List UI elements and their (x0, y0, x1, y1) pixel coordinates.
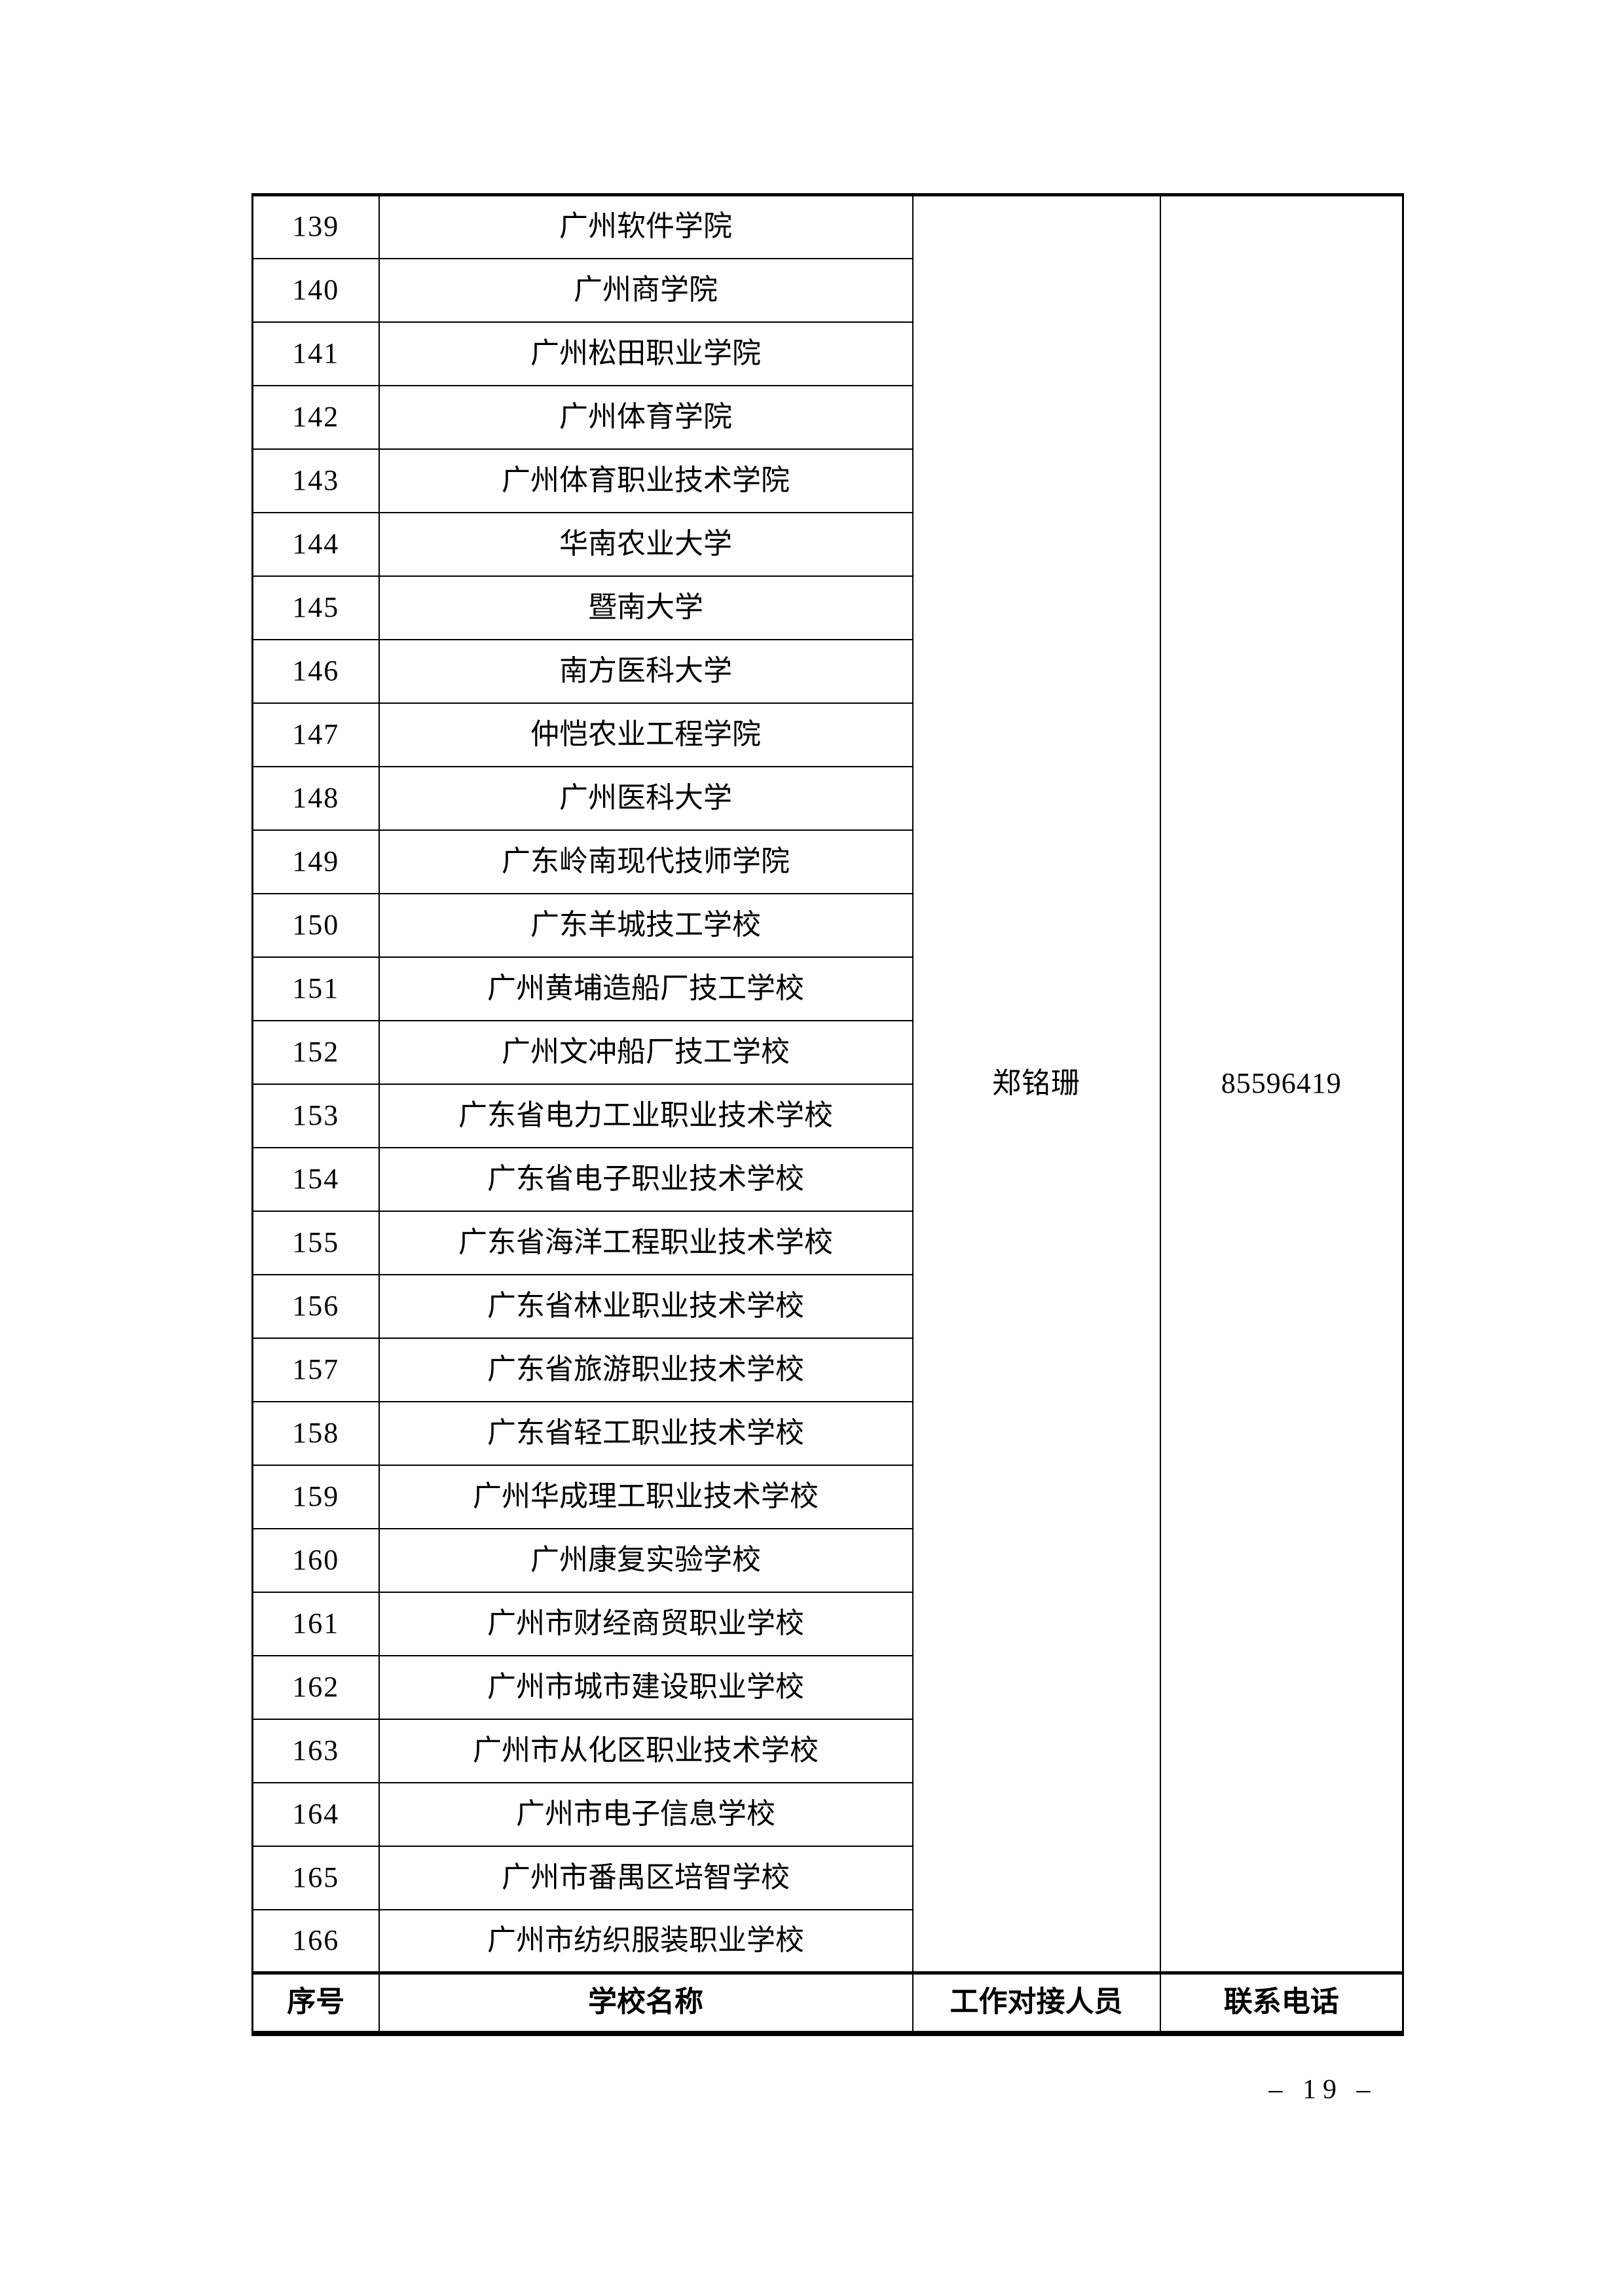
school-name-cell: 广东省电力工业职业技术学校 (378, 1083, 913, 1148)
table-row: 166 广州市纺织服装职业学校 (251, 1908, 1403, 1974)
row-number-cell: 162 (251, 1654, 380, 1720)
contact-person-cell: 郑铭珊 (912, 194, 1161, 1974)
school-name-cell: 南方医科大学 (378, 638, 913, 704)
row-number-cell: 146 (251, 638, 380, 704)
school-name-cell: 广州体育学院 (378, 384, 913, 450)
row-number-cell: 158 (251, 1400, 380, 1466)
school-name-cell: 广东省轻工职业技术学校 (378, 1400, 913, 1466)
row-number-cell: 145 (251, 575, 380, 640)
school-name-cell: 广州市财经商贸职业学校 (378, 1591, 913, 1656)
table-row: 148 广州医科大学 (251, 765, 1403, 831)
school-name-cell: 广州医科大学 (378, 765, 913, 831)
row-number-cell: 159 (251, 1464, 380, 1529)
table-row: 165 广州市番禺区培智学校 (251, 1845, 1403, 1910)
table-row: 160 广州康复实验学校 (251, 1527, 1403, 1593)
school-name-cell: 华南农业大学 (378, 511, 913, 577)
school-name-cell: 广州松田职业学院 (378, 321, 913, 386)
footer-header-no: 序号 (251, 1971, 380, 2034)
school-name-cell: 暨南大学 (378, 575, 913, 640)
school-name-cell: 广东岭南现代技师学院 (378, 829, 913, 894)
school-name-cell: 广州软件学院 (378, 194, 913, 259)
row-number-cell: 153 (251, 1083, 380, 1148)
table-row: 157 广东省旅游职业技术学校 (251, 1337, 1403, 1402)
table-row: 146 南方医科大学 (251, 638, 1403, 704)
row-number-cell: 149 (251, 829, 380, 894)
row-number-cell: 140 (251, 257, 380, 323)
school-name-cell: 广州黄埔造船厂技工学校 (378, 956, 913, 1021)
table-row: 159 广州华成理工职业技术学校 (251, 1464, 1403, 1529)
table-row: 149 广东岭南现代技师学院 (251, 829, 1403, 894)
school-name-cell: 广州市电子信息学校 (378, 1781, 913, 1847)
row-number-cell: 141 (251, 321, 380, 386)
row-number-cell: 164 (251, 1781, 380, 1847)
row-number-cell: 150 (251, 892, 380, 958)
row-number-cell: 142 (251, 384, 380, 450)
contact-phone-cell: 85596419 (1159, 194, 1404, 1974)
row-number-cell: 148 (251, 765, 380, 831)
table-row: 161 广州市财经商贸职业学校 (251, 1591, 1403, 1656)
row-number-cell: 155 (251, 1210, 380, 1275)
school-name-cell: 广州商学院 (378, 257, 913, 323)
table-row: 154 广东省电子职业技术学校 (251, 1146, 1403, 1212)
school-name-cell: 广州市番禺区培智学校 (378, 1845, 913, 1910)
school-name-cell: 广东省电子职业技术学校 (378, 1146, 913, 1212)
row-number-cell: 160 (251, 1527, 380, 1593)
row-number-cell: 152 (251, 1019, 380, 1085)
table-footer-header-row: 序号 学校名称 工作对接人员 联系电话 (251, 1971, 1404, 2034)
row-number-cell: 154 (251, 1146, 380, 1212)
table-row: 152 广州文冲船厂技工学校 (251, 1019, 1403, 1085)
table-row: 139 广州软件学院 郑铭珊 85596419 (251, 194, 1404, 1974)
row-number-cell: 151 (251, 956, 380, 1021)
row-number-cell: 156 (251, 1273, 380, 1339)
table-row: 140 广州商学院 (251, 257, 1403, 323)
table-row: 164 广州市电子信息学校 (251, 1781, 1403, 1847)
table-row: 142 广州体育学院 (251, 384, 1403, 450)
table-row: 150 广东羊城技工学校 (251, 892, 1403, 958)
table-row: 155 广东省海洋工程职业技术学校 (251, 1210, 1403, 1275)
row-number-cell: 147 (251, 702, 380, 767)
school-name-cell: 广州康复实验学校 (378, 1527, 913, 1593)
row-number-cell: 161 (251, 1591, 380, 1656)
footer-header-contact: 工作对接人员 (912, 1971, 1161, 2034)
row-number-cell: 139 (251, 194, 380, 259)
school-name-cell: 广州体育职业技术学院 (378, 448, 913, 513)
table-row: 162 广州市城市建设职业学校 (251, 1654, 1403, 1720)
school-name-cell: 广州市纺织服装职业学校 (378, 1908, 913, 1974)
school-name-cell: 广东省海洋工程职业技术学校 (378, 1210, 913, 1275)
row-number-cell: 165 (251, 1845, 380, 1910)
table-row: 163 广州市从化区职业技术学校 (251, 1718, 1403, 1783)
table-row: 151 广州黄埔造船厂技工学校 (251, 956, 1403, 1021)
school-name-cell: 广州华成理工职业技术学校 (378, 1464, 913, 1529)
row-number-cell: 166 (251, 1908, 380, 1974)
school-name-cell: 广东羊城技工学校 (378, 892, 913, 958)
school-name-cell: 广州市城市建设职业学校 (378, 1654, 913, 1720)
table-row: 145 暨南大学 (251, 575, 1403, 640)
page-number: – 19 – (1268, 2075, 1377, 2105)
footer-header-phone: 联系电话 (1159, 1971, 1404, 2034)
table-row: 143 广州体育职业技术学院 (251, 448, 1403, 513)
footer-header-school: 学校名称 (378, 1971, 913, 2034)
table-row: 144 华南农业大学 (251, 511, 1403, 577)
school-name-cell: 广州文冲船厂技工学校 (378, 1019, 913, 1085)
table-row: 147 仲恺农业工程学院 (251, 702, 1403, 767)
schools-table: 139 广州软件学院 郑铭珊 85596419 140 广州商学院 141 广州松田职业学院 1… (251, 193, 1404, 2036)
school-name-cell: 仲恺农业工程学院 (378, 702, 913, 767)
row-number-cell: 163 (251, 1718, 380, 1783)
table-row: 156 广东省林业职业技术学校 (251, 1273, 1403, 1339)
row-number-cell: 144 (251, 511, 380, 577)
row-number-cell: 157 (251, 1337, 380, 1402)
table-row: 153 广东省电力工业职业技术学校 (251, 1083, 1403, 1148)
table-row: 141 广州松田职业学院 (251, 321, 1403, 386)
table-row: 158 广东省轻工职业技术学校 (251, 1400, 1403, 1466)
school-name-cell: 广州市从化区职业技术学校 (378, 1718, 913, 1783)
row-number-cell: 143 (251, 448, 380, 513)
school-name-cell: 广东省旅游职业技术学校 (378, 1337, 913, 1402)
school-name-cell: 广东省林业职业技术学校 (378, 1273, 913, 1339)
